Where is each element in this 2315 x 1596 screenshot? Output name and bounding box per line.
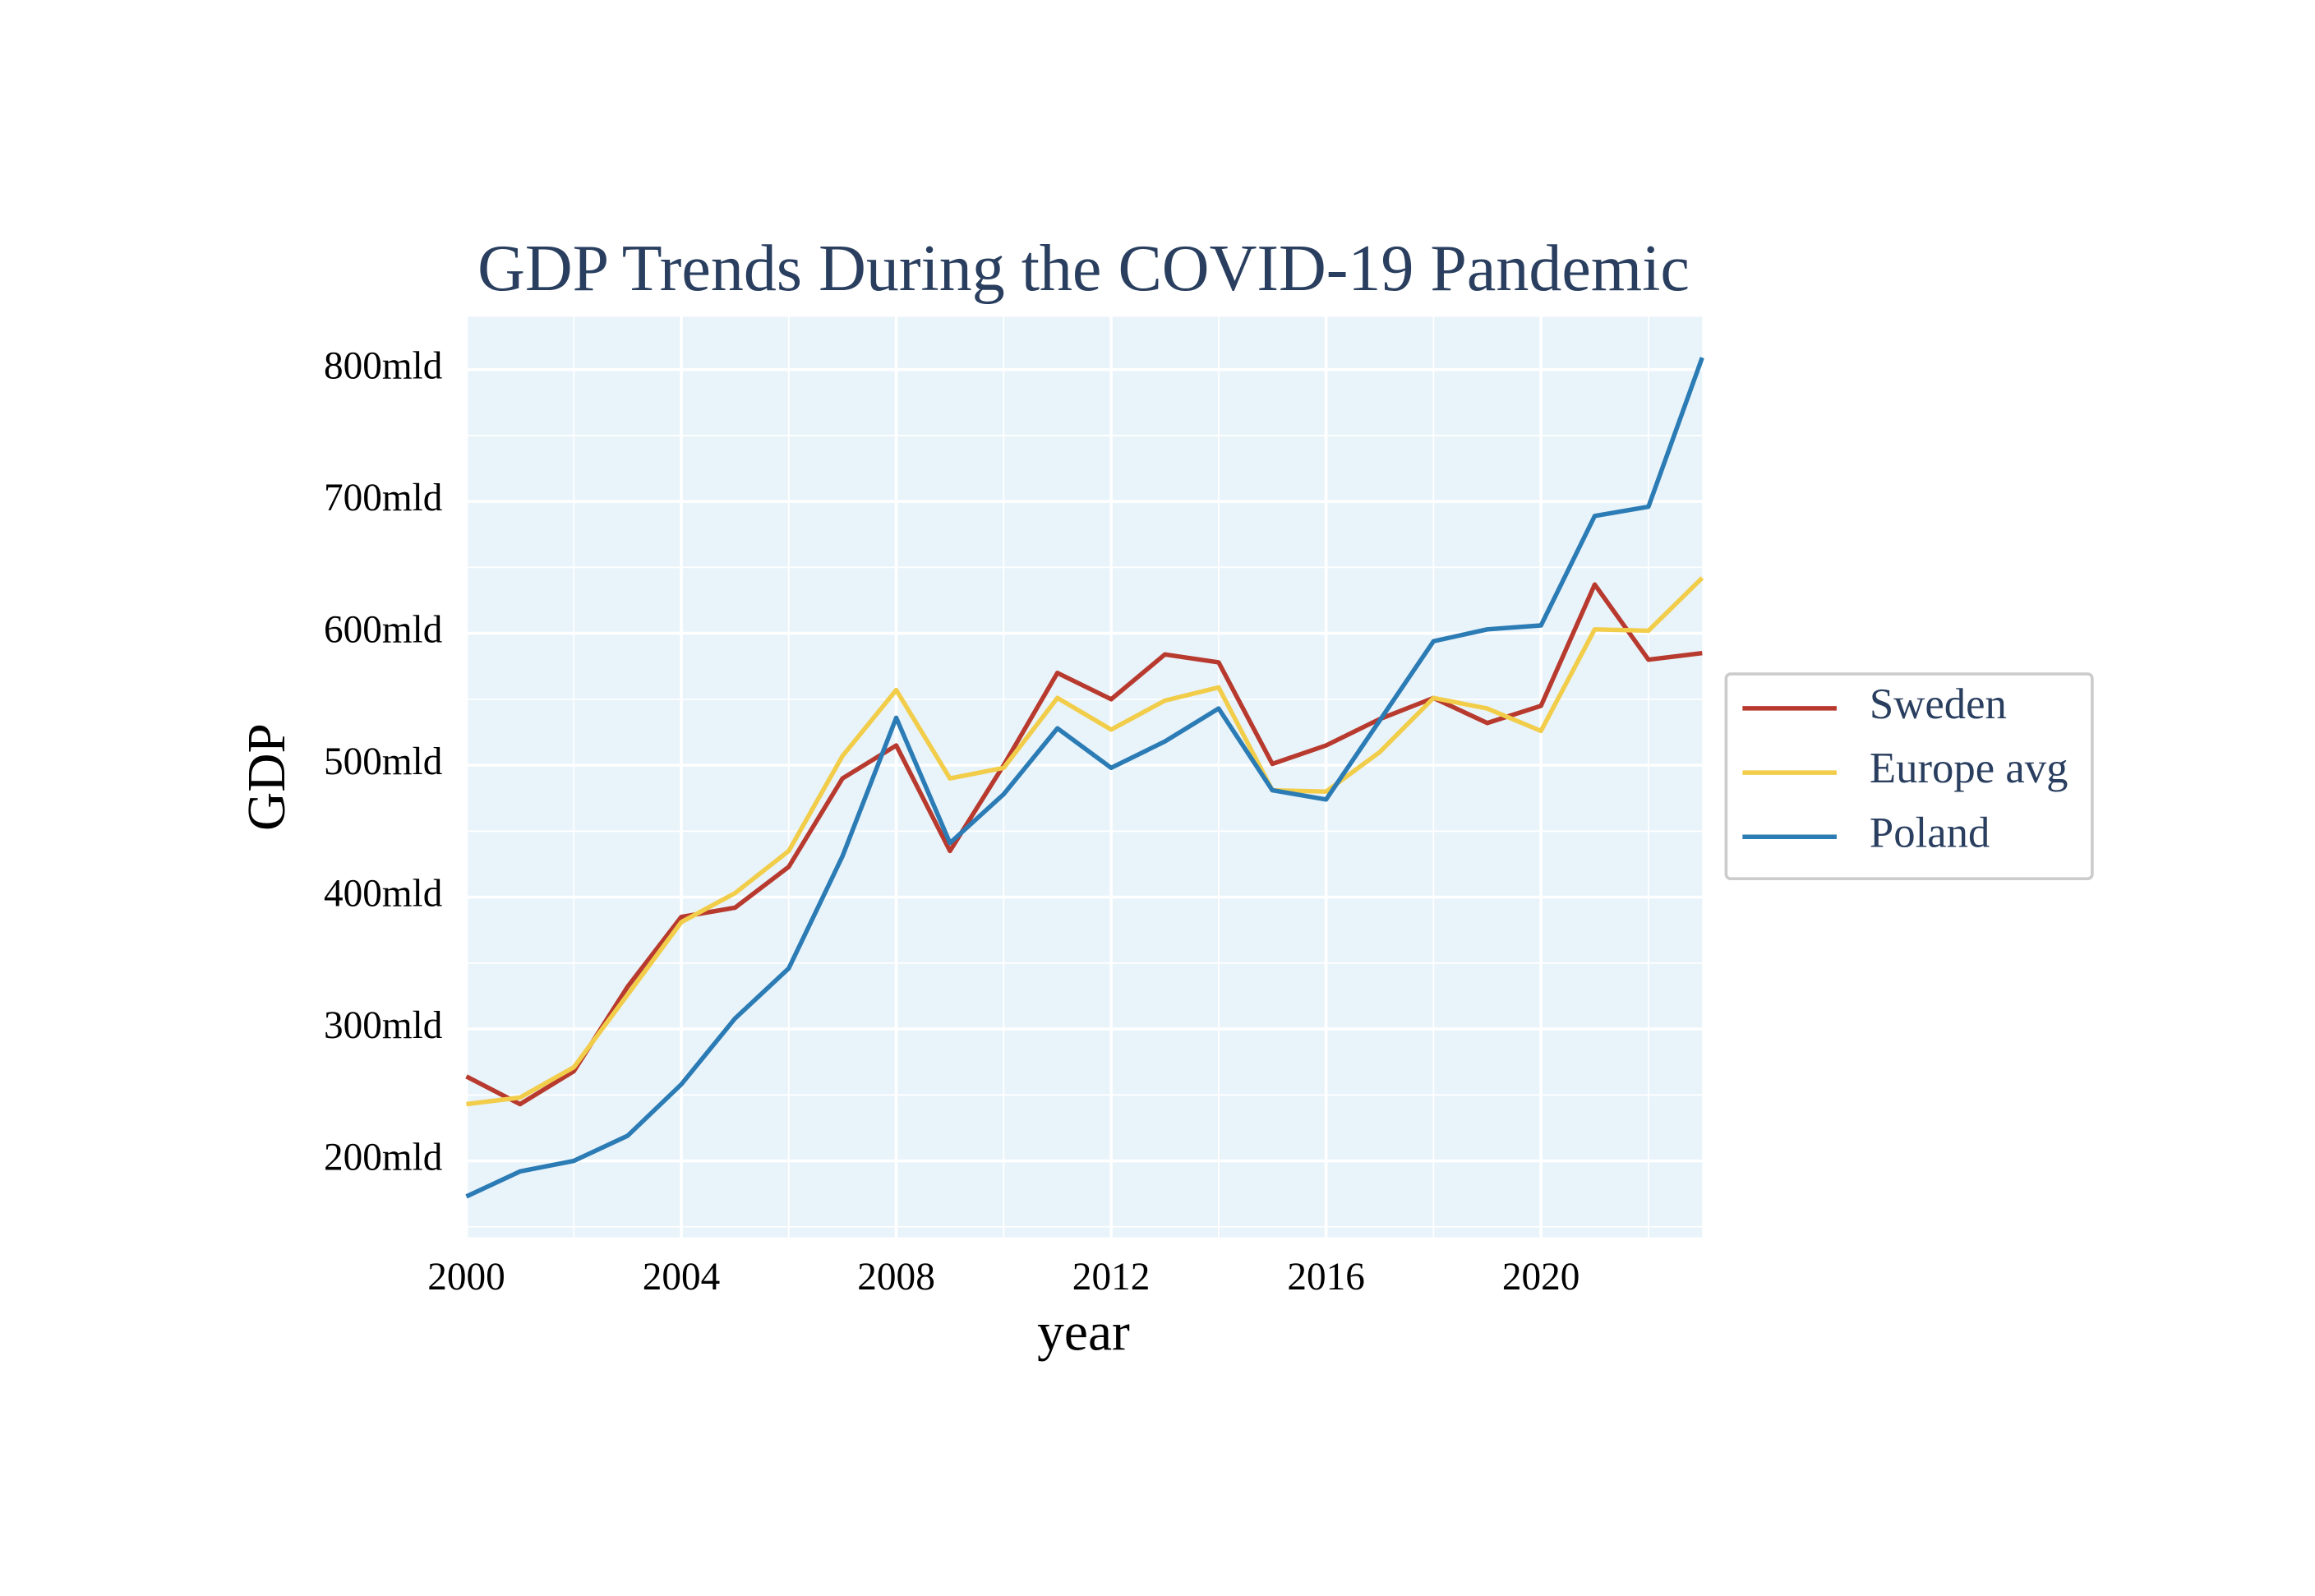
y-tick-label: 400mld <box>324 872 443 915</box>
y-tick-label: 700mld <box>324 477 443 519</box>
chart-title: GDP Trends During the COVID-19 Pandemic <box>477 233 1690 305</box>
legend-box <box>1724 672 2094 881</box>
legend-label: Sweden <box>1870 680 2007 728</box>
x-tick-label: 2004 <box>643 1256 721 1298</box>
y-tick-label: 800mld <box>324 345 443 388</box>
data-line <box>466 576 1704 1107</box>
legend-label: Poland <box>1870 809 1990 856</box>
legend-label: Europe avg <box>1870 745 2068 792</box>
y-tick-label: 600mld <box>324 608 443 651</box>
plot-background <box>466 316 1703 1238</box>
x-tick-label: 2016 <box>1287 1256 1365 1298</box>
y-axis-label: GDP <box>237 723 297 831</box>
data-line <box>465 357 1704 1199</box>
x-axis-label: year <box>1037 1303 1130 1362</box>
x-tick-label: 2000 <box>427 1256 505 1298</box>
x-tick-label: 2012 <box>1072 1256 1151 1298</box>
y-tick-label: 200mld <box>324 1136 443 1179</box>
y-tick-label: 500mld <box>324 740 443 783</box>
x-tick-label: 2008 <box>857 1256 935 1298</box>
data-line <box>465 582 1703 1107</box>
x-tick-label: 2020 <box>1502 1256 1580 1298</box>
y-tick-label: 300mld <box>324 1004 443 1047</box>
